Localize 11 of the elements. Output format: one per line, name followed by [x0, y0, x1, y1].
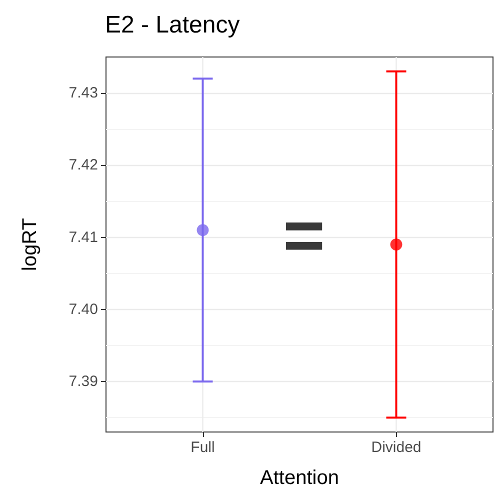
x-tick-label: Full	[190, 439, 215, 456]
x-axis-title: Attention	[260, 467, 339, 489]
y-tick-label: 7.41	[68, 228, 98, 246]
x-tick-label: Divided	[371, 439, 422, 456]
annotation: =	[283, 196, 326, 276]
y-tick-label: 7.39	[68, 373, 98, 390]
y-axis-title: logRT	[19, 218, 41, 271]
chart-title: E2 - Latency	[105, 12, 240, 38]
y-tick-label: 7.43	[68, 84, 98, 102]
y-tick-label: 7.42	[68, 156, 98, 174]
y-tick-label: 7.40	[68, 300, 98, 318]
